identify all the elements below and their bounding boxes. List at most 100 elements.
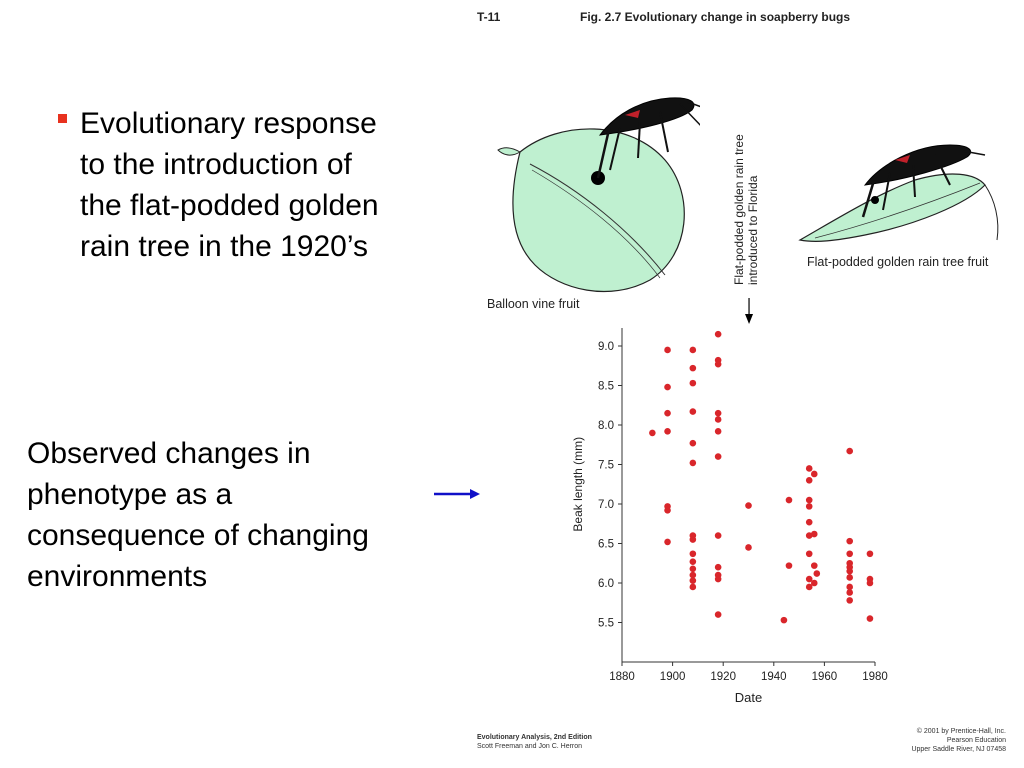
x-tick-label: 1980	[862, 671, 888, 683]
bullet-text: Evolutionary response to the introductio…	[80, 103, 428, 267]
footer-authors: Scott Freeman and Jon C. Herron	[477, 743, 583, 750]
y-tick-label: 6.5	[598, 539, 614, 551]
footer-book-title: Evolutionary Analysis, 2nd Edition	[477, 734, 592, 741]
data-point	[689, 565, 697, 573]
data-point	[714, 611, 722, 618]
bullet-point: Evolutionary response to the introductio…	[58, 103, 428, 267]
flat-pod-illustration	[798, 144, 999, 242]
data-point	[846, 537, 853, 545]
data-point	[689, 558, 697, 565]
y-tick-label: 5.5	[598, 618, 614, 630]
pointer-arrow-icon	[434, 489, 480, 499]
footer-right: © 2001 by Prentice-Hall, Inc. Pearson Ed…	[911, 727, 1006, 754]
data-point	[780, 616, 788, 624]
data-point	[810, 470, 818, 478]
data-point	[846, 574, 853, 581]
data-point	[689, 408, 697, 415]
data-point	[714, 360, 722, 368]
annotation-line-1: Flat-podded golden rain tree	[732, 134, 746, 285]
x-tick-label: 1880	[609, 671, 635, 683]
data-point	[664, 383, 671, 391]
data-point	[846, 583, 853, 591]
observed-line: phenotype as a	[27, 478, 233, 511]
data-point	[649, 429, 656, 437]
figure-title: Fig. 2.7 Evolutionary change in soapberr…	[580, 10, 851, 24]
data-point	[846, 589, 853, 596]
footer-publisher: Pearson Education	[946, 737, 1006, 744]
chart-axes: 5.5 6.0 6.5 7.0 7.5 8.0 8.5 9.0 1880 1900 1920 1940…	[598, 328, 888, 683]
data-point	[785, 562, 793, 569]
data-point	[813, 570, 821, 577]
data-point	[714, 428, 722, 435]
data-point	[805, 518, 813, 526]
slide-label: T-11	[477, 10, 501, 24]
data-point	[810, 562, 818, 569]
y-axis-label: Beak length (mm)	[571, 437, 585, 532]
balloon-vine-illustration	[497, 97, 700, 293]
data-point	[664, 409, 671, 417]
data-point	[805, 575, 813, 583]
chart-points	[649, 330, 874, 624]
x-tick-label: 1900	[660, 671, 686, 683]
y-tick-label: 6.0	[598, 578, 614, 590]
data-point	[689, 577, 697, 584]
observed-line: consequence of changing	[27, 519, 369, 552]
data-point	[805, 496, 813, 504]
y-tick-label: 8.0	[598, 420, 614, 432]
bullet-line: Evolutionary response	[80, 107, 377, 140]
observed-text: Observed changes in phenotype as a conse…	[27, 433, 427, 597]
data-point	[805, 583, 813, 591]
bullet-line: the flat-podded golden	[80, 189, 379, 222]
soapberry-bug-icon	[861, 144, 986, 218]
data-point	[866, 550, 874, 558]
y-tick-label: 8.5	[598, 381, 614, 393]
x-tick-label: 1960	[812, 671, 838, 683]
bullet-square-icon	[58, 114, 67, 123]
data-point	[689, 536, 697, 543]
data-point	[664, 346, 671, 354]
observed-line: environments	[27, 560, 208, 593]
data-point	[866, 615, 874, 622]
x-tick-label: 1940	[761, 671, 787, 683]
data-point	[689, 346, 697, 354]
data-point	[805, 550, 813, 558]
bullet-line: to the introduction of	[80, 148, 352, 181]
soapberry-bug-icon	[596, 97, 700, 179]
data-point	[714, 563, 722, 571]
data-point	[664, 428, 671, 435]
data-point	[689, 364, 697, 372]
data-point	[745, 544, 752, 551]
observed-line: Observed changes in	[27, 437, 311, 470]
data-point	[714, 453, 722, 460]
y-tick-label: 7.5	[598, 460, 614, 472]
data-point	[689, 439, 697, 447]
data-point	[846, 567, 853, 575]
data-point	[810, 530, 818, 538]
footer-address: Upper Saddle River, NJ 07458	[911, 746, 1006, 753]
data-point	[805, 477, 813, 484]
footer-copyright: © 2001 by Prentice-Hall, Inc.	[916, 728, 1006, 735]
x-axis-label: Date	[735, 690, 762, 705]
data-point	[664, 538, 671, 546]
data-point	[866, 579, 874, 587]
data-point	[805, 465, 813, 472]
footer-left: Evolutionary Analysis, 2nd Edition Scott…	[477, 733, 592, 751]
data-point	[805, 532, 813, 539]
data-point	[689, 550, 697, 558]
data-point	[846, 447, 853, 455]
beak-length-chart: Flat-podded golden rain tree introduced …	[571, 134, 888, 705]
bullet-line: rain tree in the 1920’s	[80, 230, 368, 263]
data-point	[714, 330, 722, 338]
data-point	[846, 550, 853, 558]
y-tick-label: 7.0	[598, 499, 614, 511]
data-point	[785, 496, 793, 504]
annotation-line-2: introduced to Florida	[746, 175, 760, 285]
introduction-annotation: Flat-podded golden rain tree introduced …	[732, 134, 760, 324]
x-tick-label: 1920	[710, 671, 736, 683]
data-point	[714, 575, 722, 583]
data-point	[714, 409, 722, 417]
data-point	[689, 583, 697, 591]
data-point	[810, 579, 818, 587]
data-point	[689, 379, 697, 387]
balloon-caption: Balloon vine fruit	[487, 297, 580, 311]
